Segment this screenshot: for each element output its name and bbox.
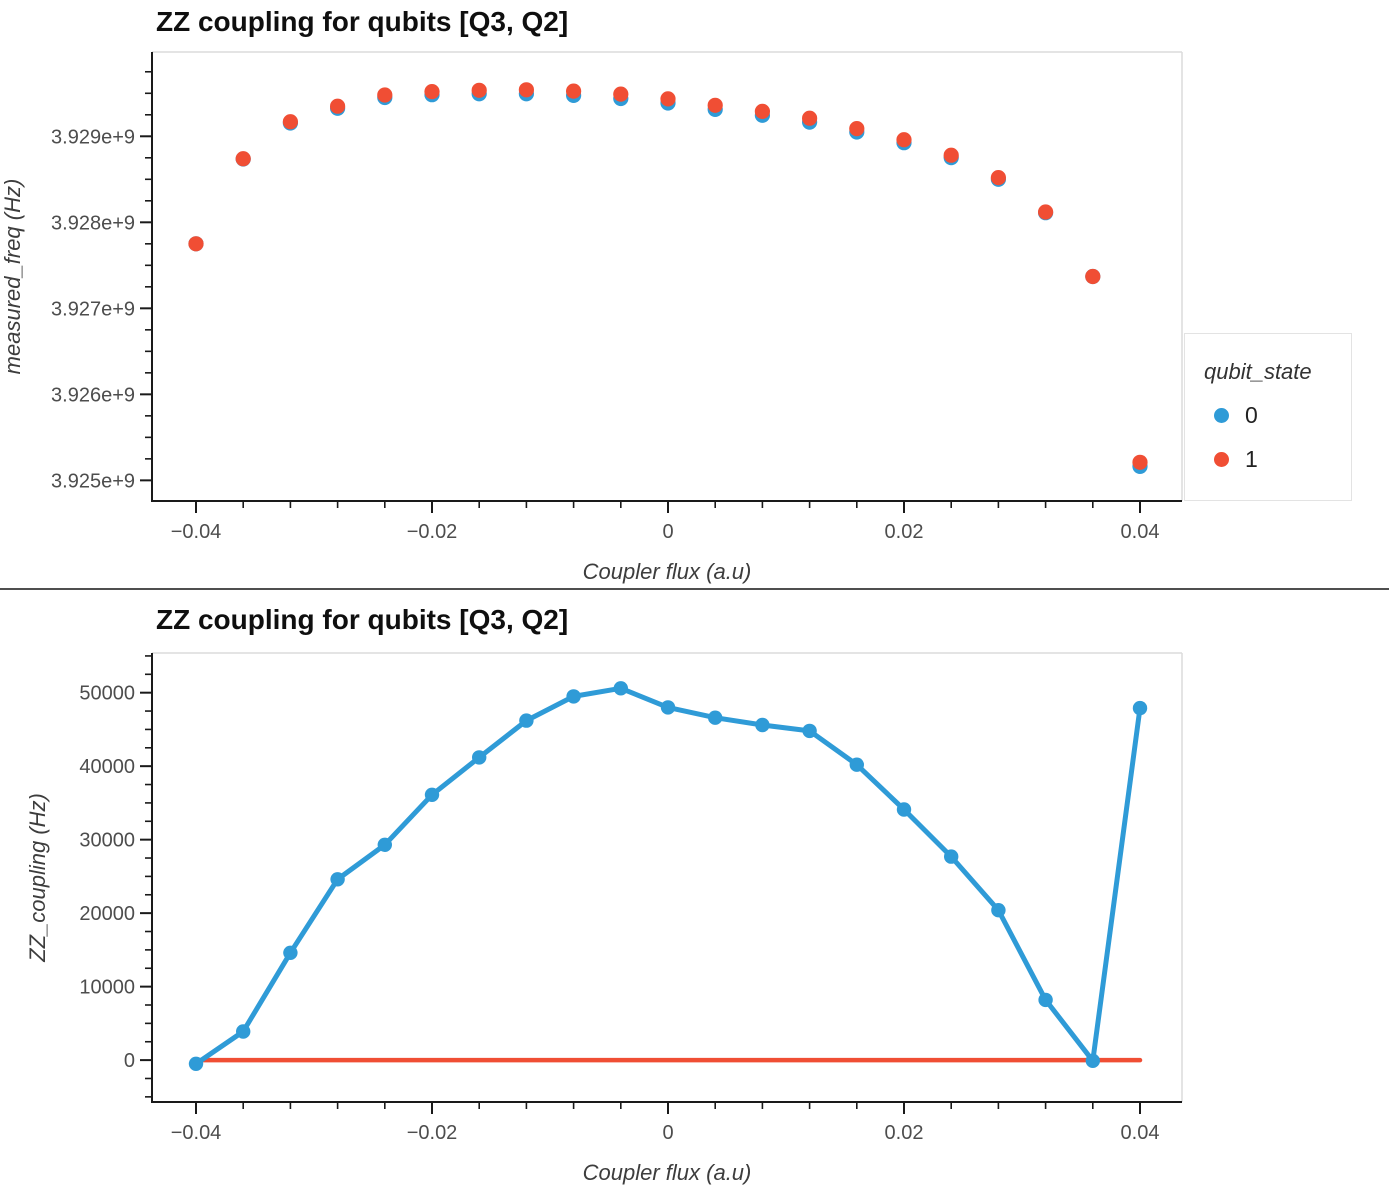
figure-divider [0,588,1389,590]
series-point-qubit_state_1 [471,82,487,98]
y-tick-label: 3.926e+9 [51,384,135,406]
series-point-ZZ_coupling [708,710,723,725]
legend-entry-state1: 1 [1214,446,1351,473]
series-point-qubit_state_1 [424,84,440,100]
series-point-qubit_state_1 [754,103,771,119]
series-point-qubit_state_1 [660,91,676,107]
series-point-qubit_state_1 [566,83,582,99]
series-point-ZZ_coupling [1132,700,1148,716]
y-axis-label: measured_freq (Hz) [0,179,25,375]
series-point-ZZ_coupling [1038,992,1053,1008]
series-point-ZZ_coupling [519,713,534,728]
x-tick-label: 0.04 [1121,1122,1160,1144]
series-point-ZZ_coupling [377,837,392,852]
x-axis-label: Coupler flux (a.u) [583,1160,752,1185]
x-tick-label: 0.04 [1121,521,1160,543]
legend-entry-state0: 0 [1214,402,1351,429]
series-point-qubit_state_1 [235,151,251,167]
series-point-ZZ_coupling [896,802,912,817]
series-point-qubit_state_1 [1085,268,1101,285]
x-tick-label: −0.04 [171,521,222,543]
x-tick-label: −0.02 [407,521,458,543]
series-point-qubit_state_1 [330,98,346,114]
series-point-ZZ_coupling [755,717,770,733]
series-point-ZZ_coupling [849,757,864,772]
legend-title: qubit_state [1204,359,1312,384]
series-point-ZZ_coupling [944,849,959,864]
series-point-ZZ_coupling [660,700,676,715]
y-axis-label: ZZ_coupling (Hz) [25,793,50,963]
series-point-ZZ_coupling [566,689,581,704]
y-tick-label: 20000 [79,903,135,925]
series-point-qubit_state_1 [943,147,959,163]
x-tick-label: −0.02 [407,1122,458,1144]
y-tick-label: 3.928e+9 [51,212,135,234]
series-point-qubit_state_1 [1038,204,1054,220]
series-point-qubit_state_1 [990,170,1007,186]
chart-title-top: ZZ coupling for qubits [Q3, Q2] [156,6,569,37]
series-point-qubit_state_1 [896,132,912,148]
series-point-ZZ_coupling [283,945,298,960]
series-point-ZZ_coupling [236,1024,251,1039]
legend-marker-state1-icon [1214,452,1229,467]
legend-qubit-state: qubit_state 0 1 [1184,333,1352,501]
y-tick-label: 3.927e+9 [51,298,135,320]
series-point-ZZ_coupling [991,903,1006,918]
y-tick-label: 40000 [79,756,135,778]
series-point-qubit_state_1 [849,121,865,137]
series-point-ZZ_coupling [424,787,440,802]
series-point-qubit_state_1 [282,114,298,130]
series-point-ZZ_coupling [613,681,628,696]
y-tick-label: 50000 [79,683,135,705]
series-point-qubit_state_1 [613,86,629,102]
series-point-qubit_state_1 [188,236,204,252]
y-tick-label: 30000 [79,830,135,852]
legend-marker-state0-icon [1214,408,1229,423]
series-point-ZZ_coupling [330,872,345,887]
x-tick-label: 0 [662,521,673,543]
series-point-qubit_state_1 [707,97,723,113]
legend-label-state1: 1 [1245,446,1258,472]
x-tick-label: 0 [662,1122,673,1144]
series-point-qubit_state_1 [1132,454,1148,470]
series-point-ZZ_coupling [1085,1053,1101,1069]
series-point-qubit_state_1 [518,82,535,98]
y-tick-label: 3.929e+9 [51,126,135,148]
y-tick-label: 3.925e+9 [51,470,135,492]
legend-label-state0: 0 [1245,402,1258,428]
series-point-qubit_state_1 [377,87,393,103]
x-tick-label: 0.02 [885,1122,924,1144]
x-tick-label: 0.02 [885,521,924,543]
x-axis-label: Coupler flux (a.u) [583,559,752,584]
y-tick-label: 10000 [79,977,135,999]
x-tick-label: −0.04 [171,1122,222,1144]
y-tick-label: 0 [124,1050,135,1072]
series-point-ZZ_coupling [802,723,817,739]
chart-title-bottom: ZZ coupling for qubits [Q3, Q2] [156,604,569,635]
series-point-ZZ_coupling [472,750,487,765]
series-point-qubit_state_1 [802,110,818,126]
series-point-ZZ_coupling [188,1056,204,1072]
